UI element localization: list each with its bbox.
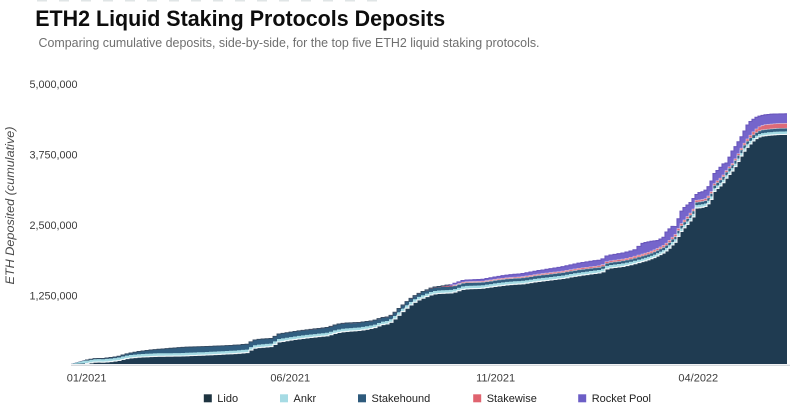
svg-text:04/2022: 04/2022 bbox=[678, 372, 718, 384]
svg-text:11/2021: 11/2021 bbox=[476, 372, 515, 384]
svg-text:Comparing cumulative deposits,: Comparing cumulative deposits, side-by-s… bbox=[39, 35, 540, 50]
svg-text:Rocket Pool: Rocket Pool bbox=[592, 393, 651, 405]
svg-text:Stakewise: Stakewise bbox=[487, 393, 537, 405]
svg-text:06/2021: 06/2021 bbox=[270, 372, 310, 384]
svg-text:2,500,000: 2,500,000 bbox=[29, 220, 77, 232]
svg-text:Ankr: Ankr bbox=[294, 393, 317, 405]
svg-text:ETH2 Liquid Staking Protocols: ETH2 Liquid Staking Protocols Deposits bbox=[35, 6, 445, 31]
svg-text:3,750,000: 3,750,000 bbox=[29, 149, 77, 161]
svg-text:1,250,000: 1,250,000 bbox=[29, 290, 77, 302]
svg-text:Stakehound: Stakehound bbox=[372, 393, 431, 405]
svg-text:01/2021: 01/2021 bbox=[67, 372, 107, 384]
svg-text:Lido: Lido bbox=[217, 393, 238, 405]
svg-text:5,000,000: 5,000,000 bbox=[29, 79, 77, 91]
svg-text:ETH Deposited (cumulative): ETH Deposited (cumulative) bbox=[3, 127, 17, 285]
